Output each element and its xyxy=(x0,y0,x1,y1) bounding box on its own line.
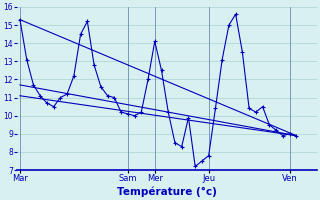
X-axis label: Température (°c): Température (°c) xyxy=(117,186,217,197)
